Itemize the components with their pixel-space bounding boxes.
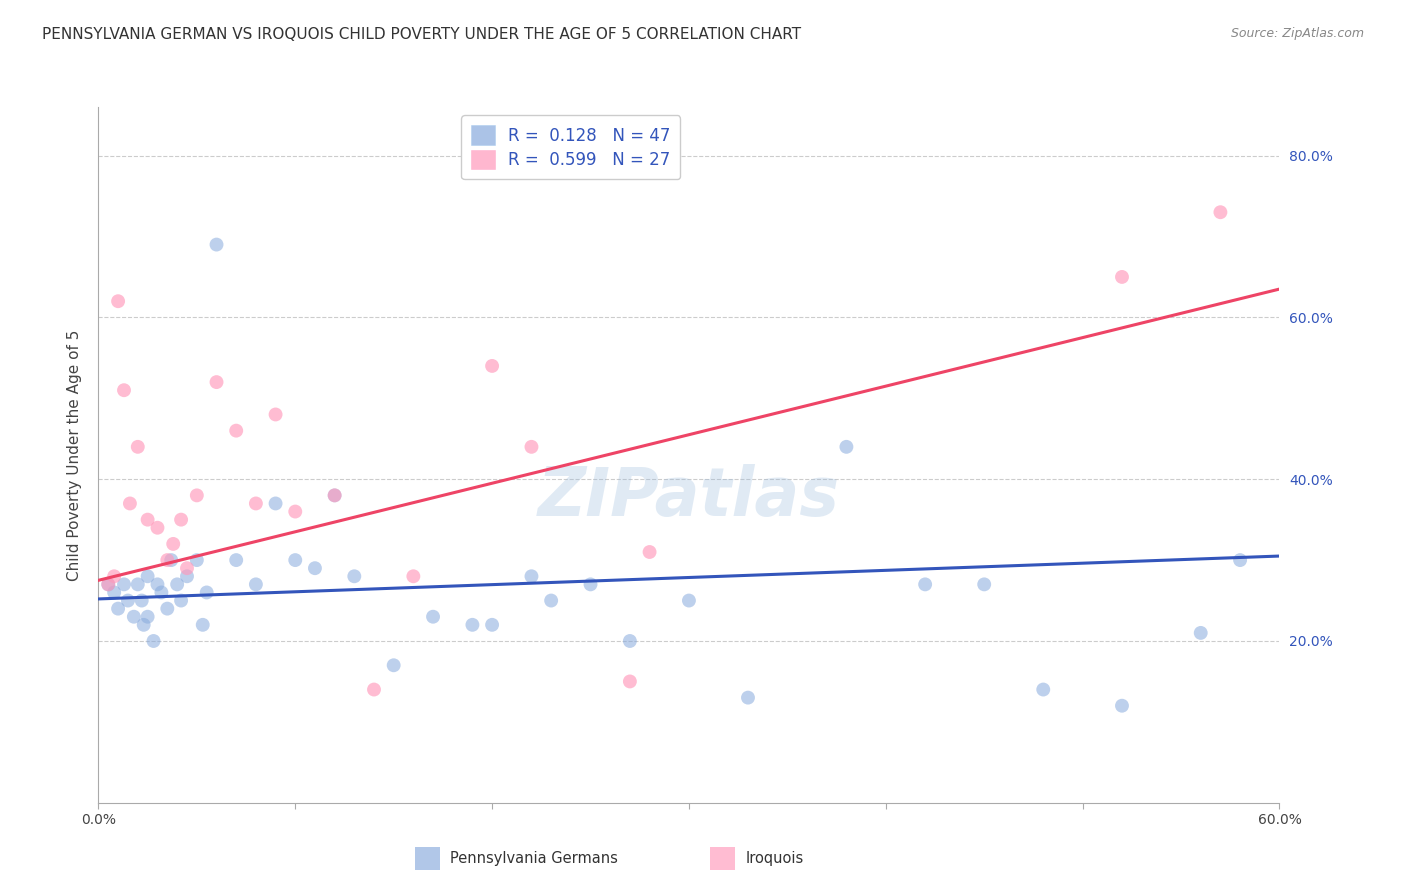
Point [191, 617, 214, 632]
Point [131, 593, 153, 607]
Point [461, 617, 484, 632]
Point [186, 488, 208, 502]
Point [117, 593, 139, 607]
Text: Source: ZipAtlas.com: Source: ZipAtlas.com [1230, 27, 1364, 40]
Text: ZIPatlas: ZIPatlas [538, 464, 839, 530]
Point [170, 513, 193, 527]
Point [166, 577, 188, 591]
Point [520, 569, 543, 583]
Point [156, 601, 179, 615]
Point [422, 609, 444, 624]
Point [737, 690, 759, 705]
Point [160, 553, 183, 567]
Point [205, 375, 228, 389]
Point [103, 569, 125, 583]
Point [162, 537, 184, 551]
Point [323, 488, 346, 502]
Point [638, 545, 661, 559]
Point [304, 561, 326, 575]
Legend: R =  0.128   N = 47, R =  0.599   N = 27: R = 0.128 N = 47, R = 0.599 N = 27 [461, 115, 681, 179]
Point [245, 577, 267, 591]
Text: PENNSYLVANIA GERMAN VS IROQUOIS CHILD POVERTY UNDER THE AGE OF 5 CORRELATION CHA: PENNSYLVANIA GERMAN VS IROQUOIS CHILD PO… [42, 27, 801, 42]
Point [122, 609, 145, 624]
Point [1111, 269, 1133, 284]
Point [323, 488, 346, 502]
Point [402, 569, 425, 583]
Point [142, 634, 165, 648]
Point [146, 521, 169, 535]
Point [1111, 698, 1133, 713]
Point [156, 553, 179, 567]
Point [205, 237, 228, 252]
Point [112, 383, 135, 397]
Point [914, 577, 936, 591]
Point [97, 577, 120, 591]
Text: Iroquois: Iroquois [745, 852, 803, 866]
Point [1209, 205, 1232, 219]
Text: Pennsylvania Germans: Pennsylvania Germans [450, 852, 617, 866]
Point [619, 674, 641, 689]
Point [225, 553, 247, 567]
Point [127, 440, 149, 454]
Y-axis label: Child Poverty Under the Age of 5: Child Poverty Under the Age of 5 [66, 329, 82, 581]
Point [170, 593, 193, 607]
Point [150, 585, 173, 599]
Point [264, 496, 287, 510]
Point [1189, 626, 1212, 640]
Point [176, 569, 198, 583]
Point [176, 561, 198, 575]
Point [343, 569, 366, 583]
Point [195, 585, 218, 599]
Point [264, 408, 287, 422]
Point [127, 577, 149, 591]
Point [1229, 553, 1251, 567]
Point [1032, 682, 1054, 697]
Point [284, 553, 307, 567]
Point [579, 577, 602, 591]
Point [136, 609, 159, 624]
Point [107, 601, 129, 615]
Point [520, 440, 543, 454]
Point [112, 577, 135, 591]
Point [146, 577, 169, 591]
Point [136, 513, 159, 527]
Point [97, 577, 120, 591]
Point [132, 617, 155, 632]
Point [118, 496, 141, 510]
Point [284, 504, 307, 518]
Point [678, 593, 700, 607]
Point [540, 593, 562, 607]
Point [481, 617, 503, 632]
Point [619, 634, 641, 648]
Point [136, 569, 159, 583]
Point [107, 294, 129, 309]
Point [363, 682, 385, 697]
Point [245, 496, 267, 510]
Point [835, 440, 858, 454]
Point [103, 585, 125, 599]
Point [225, 424, 247, 438]
Point [382, 658, 405, 673]
Point [973, 577, 995, 591]
Point [186, 553, 208, 567]
Point [481, 359, 503, 373]
